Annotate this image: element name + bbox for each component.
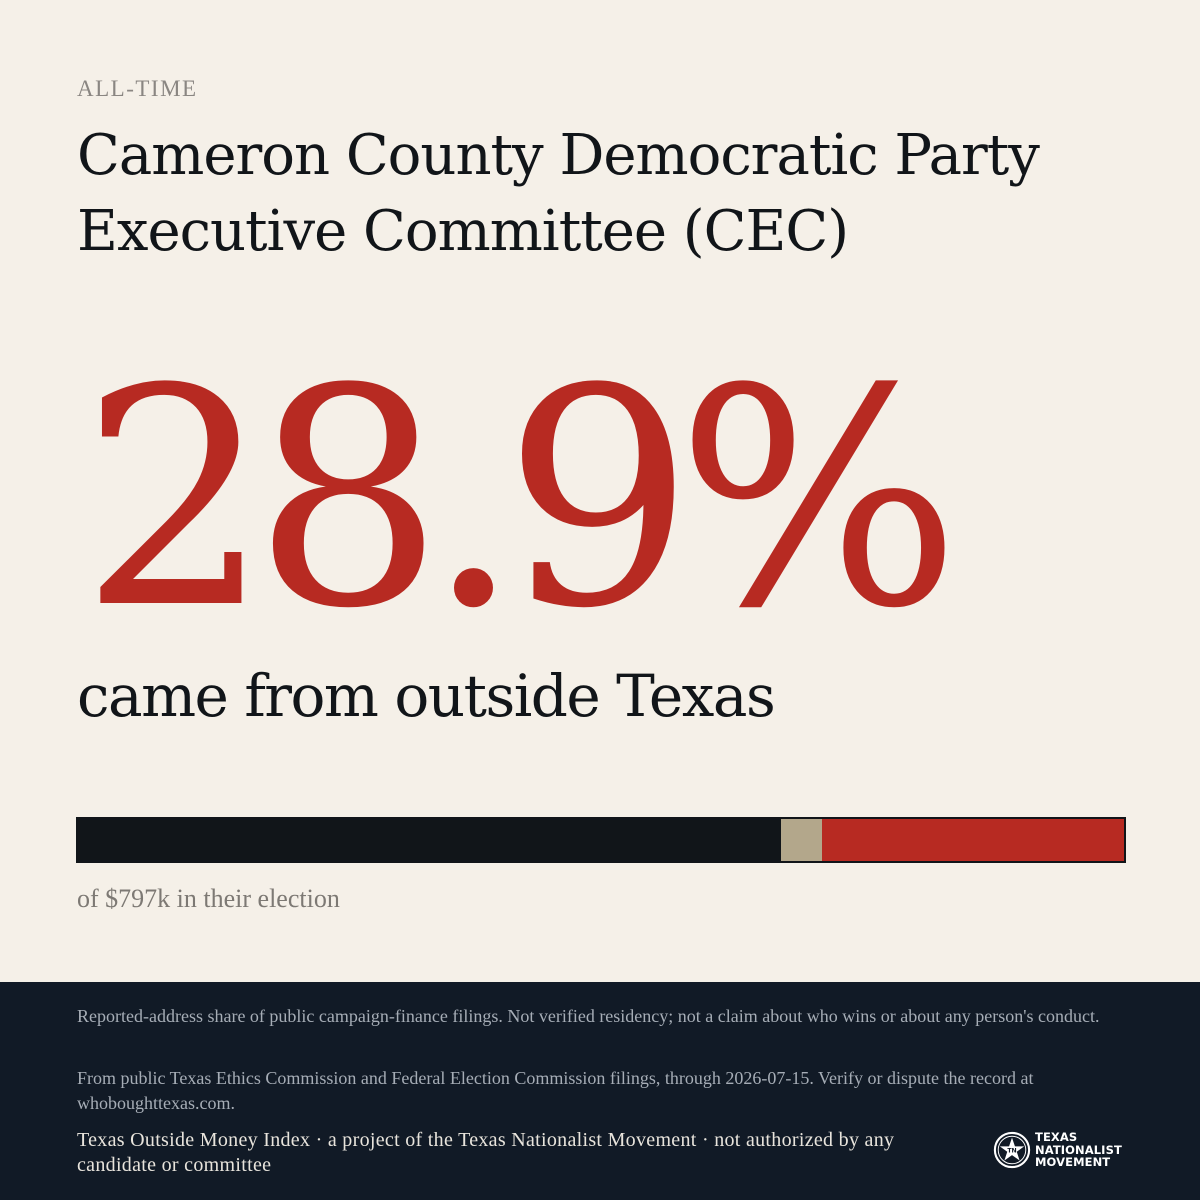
svg-text:TN: TN (1007, 1147, 1016, 1154)
share-bar-unknown-segment (780, 819, 822, 861)
credit-line: Texas Outside Money Index · a project of… (77, 1129, 895, 1176)
outside-share-value: 28.9% (80, 325, 961, 674)
logo-line2: NATIONALIST (1035, 1142, 1122, 1157)
outside-share-description: came from outside Texas (77, 662, 776, 730)
committee-title: Cameron County Democratic Party Executiv… (77, 118, 1157, 270)
share-bar-in-state-segment (78, 819, 781, 861)
disclaimer-note: Reported-address share of public campaig… (77, 1006, 1100, 1026)
source-note: From public Texas Ethics Commission and … (77, 1068, 1034, 1113)
committee-title-line1: Cameron County Democratic Party (77, 123, 1040, 188)
footer-panel (0, 982, 1200, 1200)
star-emblem-icon: TN (993, 1131, 1031, 1169)
share-bar (76, 817, 1126, 863)
logo-line3: MOVEMENT (1035, 1155, 1111, 1170)
committee-title-line2: Executive Committee (CEC) (77, 199, 849, 264)
logo-wordmark: TEXAS NATIONALIST MOVEMENT (1035, 1131, 1122, 1169)
share-bar-outside-segment (821, 819, 1124, 861)
period-label: ALL-TIME (77, 76, 198, 101)
tnm-logo: TN TEXAS NATIONALIST MOVEMENT (993, 1131, 1122, 1169)
logo-line1: TEXAS (1035, 1130, 1078, 1145)
total-amount-caption: of $797k in their election (77, 884, 340, 913)
